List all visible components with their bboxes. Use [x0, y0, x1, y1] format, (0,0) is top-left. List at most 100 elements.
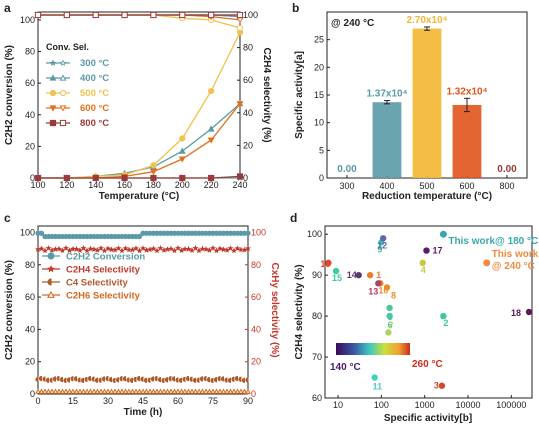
point-ref-4 [419, 259, 426, 267]
point-c4 [217, 376, 221, 382]
point-c2h4 [160, 247, 168, 253]
series-group-c [34, 230, 251, 394]
point-c2h4 [56, 245, 62, 252]
colorbar-d: 140 °C 260 °C [330, 343, 443, 373]
point-this-work [439, 230, 447, 238]
point-c4 [98, 377, 102, 383]
y-axis-label-b: Specific activity[a] [294, 51, 305, 139]
y-tick-label-a: 40 [25, 110, 35, 120]
y-tick-label-b: 25 [314, 35, 324, 45]
legend-marker-c [47, 252, 55, 260]
point-c2h6 [245, 388, 251, 394]
point-label-ref-6: 6 [388, 320, 393, 330]
point-c2h4 [153, 247, 161, 254]
panel-letter-c: c [4, 211, 11, 225]
conversion-point-500 [150, 162, 157, 169]
point-c2h6 [238, 388, 244, 394]
point-ref-14 [355, 271, 362, 279]
y-tick-label-b: 20 [314, 62, 324, 72]
point-ref-5 [386, 304, 393, 312]
conversion-point-800 [208, 174, 215, 182]
point-c2h4 [178, 247, 185, 253]
point-c4 [122, 376, 126, 382]
point-c2h6 [206, 388, 213, 394]
point-c4 [196, 377, 200, 383]
x-tick-label-b: 400 [379, 181, 394, 191]
x-tick-label-b: 800 [499, 181, 514, 191]
x-tick-label-d: 10000 [455, 400, 480, 410]
point-c2h4 [203, 246, 209, 252]
point-label-ref-10: 10 [378, 285, 388, 295]
panel-letter-d: d [290, 211, 297, 225]
conversion-point-800 [92, 174, 99, 182]
panel-c: c 0 15 30 45 60 75 90 0 20 40 60 80 100 0 20 40 60 80 10… [4, 211, 280, 418]
point-c2h6 [203, 388, 209, 394]
point-c4 [203, 375, 207, 382]
point-c4 [161, 377, 165, 384]
point-c4 [63, 377, 67, 384]
bar-500 [412, 28, 442, 178]
point-c4 [42, 376, 46, 382]
y-tick-label-c: 40 [25, 324, 35, 334]
y-tick-label-d: 60 [312, 393, 322, 403]
point-c2h4 [174, 244, 182, 251]
point-c2h6 [84, 388, 90, 394]
point-c4 [147, 377, 151, 383]
point-c2h4 [66, 247, 73, 254]
point-c2h4 [146, 246, 154, 253]
point-c2h4 [192, 244, 199, 251]
x-tick-label-a: 240 [232, 180, 247, 190]
y-tick-label-right-c: 40 [251, 324, 261, 334]
point-c4 [185, 375, 189, 382]
point-c4 [49, 377, 53, 383]
point-c2h4 [157, 245, 164, 251]
y-axis-left-label-c: C2H2 conversion (%) [4, 260, 15, 360]
x-tick-label-b: 300 [339, 181, 354, 191]
legend-label-a: 300 °C [80, 58, 109, 69]
legend-label-a: 400 °C [80, 73, 109, 84]
legend-label-a: 600 °C [80, 103, 109, 114]
point-c2h4 [171, 247, 178, 254]
point-c2h6 [157, 388, 164, 394]
point-c2h4 [245, 245, 251, 251]
point-this-work [483, 259, 491, 267]
selectivity-point-800 [208, 11, 215, 19]
conversion-point-800 [236, 173, 244, 180]
y-tick-label-right-c: 20 [251, 357, 261, 367]
y-tick-label-d: 80 [312, 311, 322, 321]
point-c4 [171, 376, 175, 382]
point-c2h4 [52, 246, 59, 252]
y-tick-label-right-a: 100 [243, 10, 258, 20]
point-c2h6 [164, 388, 171, 394]
point-c2h4 [48, 247, 56, 253]
point-label-ref-14: 14 [347, 270, 357, 280]
y-tick-label-a: 60 [25, 78, 35, 88]
point-label-this-work: This work [492, 249, 539, 260]
point-c2h6 [101, 388, 108, 394]
point-label-this-work: This work@ 180 °C [448, 236, 538, 247]
x-tick-label-a: 180 [146, 180, 161, 190]
legend-marker-conv-a [49, 74, 57, 81]
y-tick-label-right-c: 80 [251, 260, 261, 270]
point-c4 [199, 376, 203, 382]
y-tick-label-right-c: 60 [251, 292, 261, 302]
point-c2h6 [87, 388, 94, 394]
legend-marker-c [47, 264, 55, 273]
point-c2h4 [87, 245, 94, 252]
point-c2h4 [59, 247, 66, 254]
legend-marker-conv-a [49, 89, 57, 97]
point-c4 [94, 377, 98, 383]
point-c4 [231, 376, 235, 382]
conversion-point-600 [149, 169, 157, 176]
point-ref-18 [525, 308, 533, 316]
point-c2h4 [241, 246, 248, 253]
point-label-ref-11: 11 [373, 382, 383, 392]
point-c4 [80, 377, 84, 383]
point-c4 [119, 376, 123, 382]
selectivity-point-800 [92, 11, 99, 19]
point-c4 [126, 377, 130, 383]
y-tick-label-d: 90 [312, 270, 322, 280]
point-label-ref-7: 7 [388, 320, 393, 330]
y-axis-right-c: 0 20 40 60 80 100 [245, 227, 266, 399]
legend-marker-conv-a [49, 59, 57, 66]
